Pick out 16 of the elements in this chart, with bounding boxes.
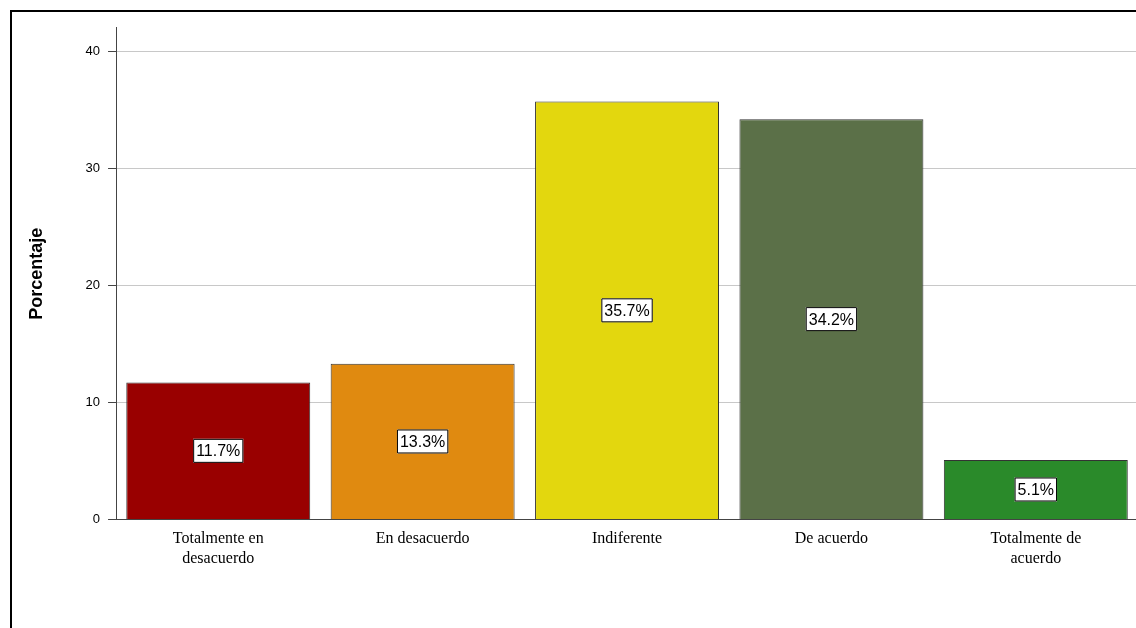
x-tick-label: Totalmente de acuerdo [990,529,1082,566]
y-tick-label: 0 [92,511,101,527]
y-tick-label: 40 [85,42,101,58]
x-tick-label: En desacuerdo [375,529,470,547]
data-label: 35.7% [604,301,650,319]
y-axis-title: Porcentaje [25,227,46,320]
x-tick-label: De acuerdo [794,529,869,547]
y-tick-label: 20 [85,276,101,292]
data-label: 13.3% [399,432,446,450]
y-tick-label: 30 [85,159,101,175]
data-label: 11.7% [196,442,241,460]
data-label: 5.1% [1017,480,1055,498]
x-tick-label: Indiferente [591,529,663,547]
data-label: 34.2% [808,310,855,328]
y-tick-label: 10 [85,394,101,410]
x-tick-label: Totalmente en desacuerdo [172,529,264,566]
